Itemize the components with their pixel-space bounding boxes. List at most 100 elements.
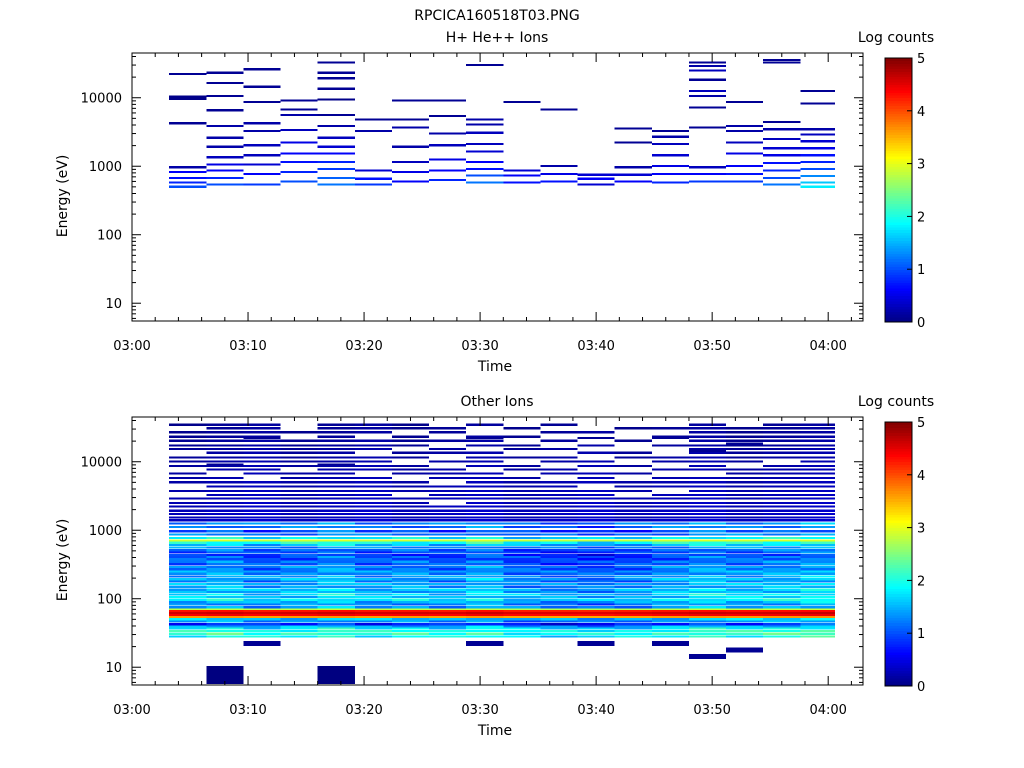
heatmap-cell <box>763 601 801 604</box>
heatmap-cell <box>577 603 615 606</box>
heatmap-cell <box>614 608 652 611</box>
heatmap-cell <box>800 497 836 500</box>
heatmap-cell <box>577 497 615 500</box>
heatmap-cell <box>503 481 541 484</box>
heatmap-cell <box>169 122 207 125</box>
heatmap-cell <box>614 615 652 619</box>
heatmap-cell <box>391 435 430 438</box>
heatmap-cell <box>317 61 355 64</box>
heatmap-cell <box>540 526 578 529</box>
heatmap-cell <box>800 580 836 583</box>
colorbar-swatch <box>885 429 912 434</box>
heatmap-cell <box>243 590 281 594</box>
colorbar-swatch <box>885 622 912 626</box>
y-tick-label: 10 <box>105 661 122 676</box>
heatmap-cell <box>614 606 652 609</box>
heatmap-cell <box>614 451 652 454</box>
heatmap-cell <box>354 444 392 447</box>
heatmap-cell <box>763 613 801 617</box>
colorbar-swatch <box>885 546 912 550</box>
heatmap-cell <box>391 627 430 630</box>
heatmap-cell <box>243 593 281 596</box>
heatmap-cell <box>206 476 244 480</box>
heatmap-cell <box>243 582 281 586</box>
colorbar-swatch <box>885 211 912 215</box>
panel-title: H+ He++ Ions <box>446 30 549 46</box>
heatmap-cell <box>577 618 615 621</box>
heatmap-cell <box>800 128 836 131</box>
heatmap-cell <box>726 618 764 621</box>
heatmap-cell <box>429 615 467 619</box>
heatmap-cell <box>503 526 541 529</box>
heatmap-cell <box>614 512 652 515</box>
heatmap-cell <box>651 551 689 554</box>
colorbar-swatch <box>885 480 912 484</box>
heatmap-cell <box>280 549 318 552</box>
heatmap-cell <box>800 572 836 575</box>
heatmap-cell <box>206 489 244 492</box>
heatmap-cell <box>169 439 207 442</box>
heatmap-cell <box>688 612 727 615</box>
heatmap-cell <box>391 575 430 578</box>
heatmap-cell <box>614 625 652 628</box>
heatmap-cell <box>354 526 392 529</box>
heatmap-cell <box>540 610 578 613</box>
heatmap-cell <box>169 447 207 450</box>
heatmap-cell <box>206 539 244 542</box>
heatmap-cell <box>429 572 467 575</box>
heatmap-cell <box>688 533 727 536</box>
colorbar-swatch <box>885 274 912 278</box>
heatmap-cell <box>577 588 615 591</box>
colorbar-swatch <box>885 279 912 283</box>
heatmap-cells <box>169 423 836 685</box>
heatmap-cell <box>577 578 615 581</box>
heatmap-cell <box>429 451 467 454</box>
heatmap-cell <box>503 435 541 438</box>
heatmap-cell <box>614 568 652 571</box>
heatmap-cell <box>354 516 392 519</box>
heatmap-cell <box>726 563 764 566</box>
heatmap-cell <box>280 593 318 596</box>
heatmap-cell <box>763 120 801 123</box>
heatmap-cell <box>206 595 244 599</box>
heatmap-cell <box>688 553 727 557</box>
heatmap-cell <box>763 606 801 609</box>
heatmap-cell <box>466 472 504 475</box>
heatmap-cell <box>800 427 836 430</box>
heatmap-cell <box>391 541 430 544</box>
heatmap-cell <box>391 160 430 163</box>
heatmap-cell <box>577 575 615 578</box>
heatmap-cell <box>577 566 615 569</box>
heatmap-cell <box>726 615 764 619</box>
heatmap-cell <box>429 635 467 638</box>
colorbar-swatch <box>885 535 912 539</box>
colorbar-swatch <box>885 453 912 457</box>
heatmap-cell <box>651 476 689 480</box>
heatmap-cell <box>688 543 727 547</box>
heatmap-cell <box>243 595 281 599</box>
heatmap-cell <box>429 472 467 475</box>
x-tick-label: 03:00 <box>113 339 150 354</box>
heatmap-cell <box>466 456 504 459</box>
colorbar-swatch <box>885 664 912 669</box>
colorbar-swatch <box>885 551 912 555</box>
colorbar-swatch <box>885 519 912 523</box>
heatmap-cell <box>726 620 764 623</box>
heatmap-cell <box>206 585 244 588</box>
heatmap-cell <box>280 512 318 515</box>
colorbar-swatch <box>885 221 912 225</box>
heatmap-cell <box>651 580 689 583</box>
heatmap-cell <box>503 578 541 581</box>
heatmap-cell <box>651 582 689 586</box>
heatmap-cell <box>763 625 801 628</box>
heatmap-cell <box>577 608 615 611</box>
heatmap-cell <box>651 598 689 601</box>
heatmap-cell <box>169 456 207 459</box>
heatmap-cell <box>243 435 281 438</box>
colorbar-swatch <box>885 458 912 463</box>
heatmap-cell <box>243 451 281 454</box>
heatmap-cell <box>800 595 836 599</box>
colorbar-swatch <box>885 635 912 640</box>
heatmap-cell <box>503 444 541 447</box>
heatmap-cell <box>651 519 689 522</box>
